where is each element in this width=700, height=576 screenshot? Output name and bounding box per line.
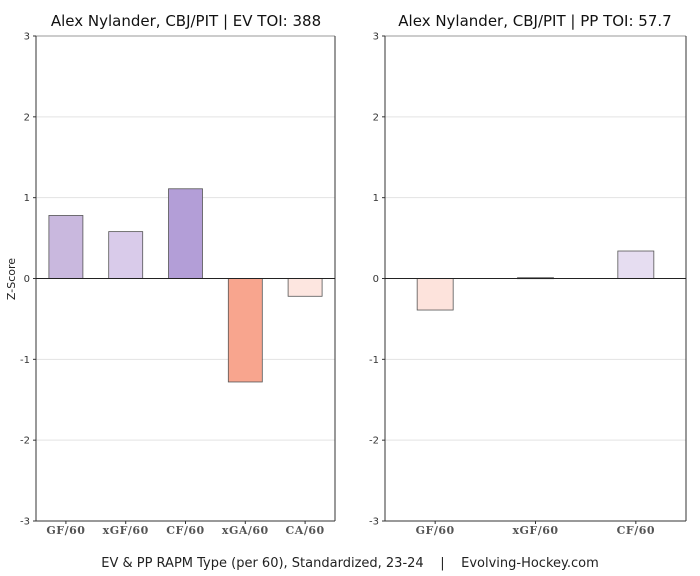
x-tick-label: CF/60	[617, 524, 655, 537]
bar-xgf-per-60	[108, 231, 144, 279]
y-tick-label: 2	[24, 112, 30, 123]
x-tick-label: xGF/60	[103, 524, 149, 537]
y-tick-label: -3	[369, 517, 379, 528]
bar-xga-per-60	[227, 278, 263, 383]
x-tick-label: CA/60	[286, 524, 325, 537]
y-tick-label: -2	[20, 436, 30, 447]
y-tick-label: -3	[20, 517, 30, 528]
bar-gf-per-60	[416, 278, 454, 311]
x-tick-label: xGF/60	[512, 524, 558, 537]
panel-title: Alex Nylander, CBJ/PIT | EV TOI: 388	[51, 12, 321, 30]
figure-caption: EV & PP RAPM Type (per 60), Standardized…	[101, 556, 599, 571]
y-tick-label: 3	[373, 32, 379, 43]
bar-gf-per-60	[48, 215, 84, 279]
y-tick-label: 0	[24, 274, 30, 285]
bar-cf-per-60	[168, 188, 203, 279]
x-tick-label: CF/60	[166, 524, 204, 537]
y-tick-label: 0	[373, 274, 379, 285]
y-tick-label: 3	[24, 32, 30, 43]
y-tick-label: -1	[369, 355, 379, 366]
y-tick-label: -1	[20, 355, 30, 366]
panel-title: Alex Nylander, CBJ/PIT | PP TOI: 57.7	[398, 12, 671, 30]
bar-cf-per-60	[617, 250, 655, 279]
y-tick-label: 2	[373, 112, 379, 123]
x-tick-label: GF/60	[416, 524, 455, 537]
y-tick-label: 1	[24, 193, 30, 204]
pp-panel: -3 -2 -1 0 1 2 3 GF/60 xGF/60 CF/60 Alex Nylander,…	[369, 12, 687, 537]
y-axis-label: Z-Score	[5, 258, 18, 300]
y-tick-label: 1	[373, 193, 379, 204]
x-tick-label: xGA/60	[222, 524, 269, 537]
y-tick-label: -2	[369, 436, 379, 447]
bar-ca-per-60	[287, 278, 323, 297]
x-tick-label: GF/60	[46, 524, 85, 537]
ev-panel: -3 -2 -1 0 1 2 3 GF/60 xGF/60 CF/60 xGA/60 CA/60 Ale…	[20, 12, 336, 537]
